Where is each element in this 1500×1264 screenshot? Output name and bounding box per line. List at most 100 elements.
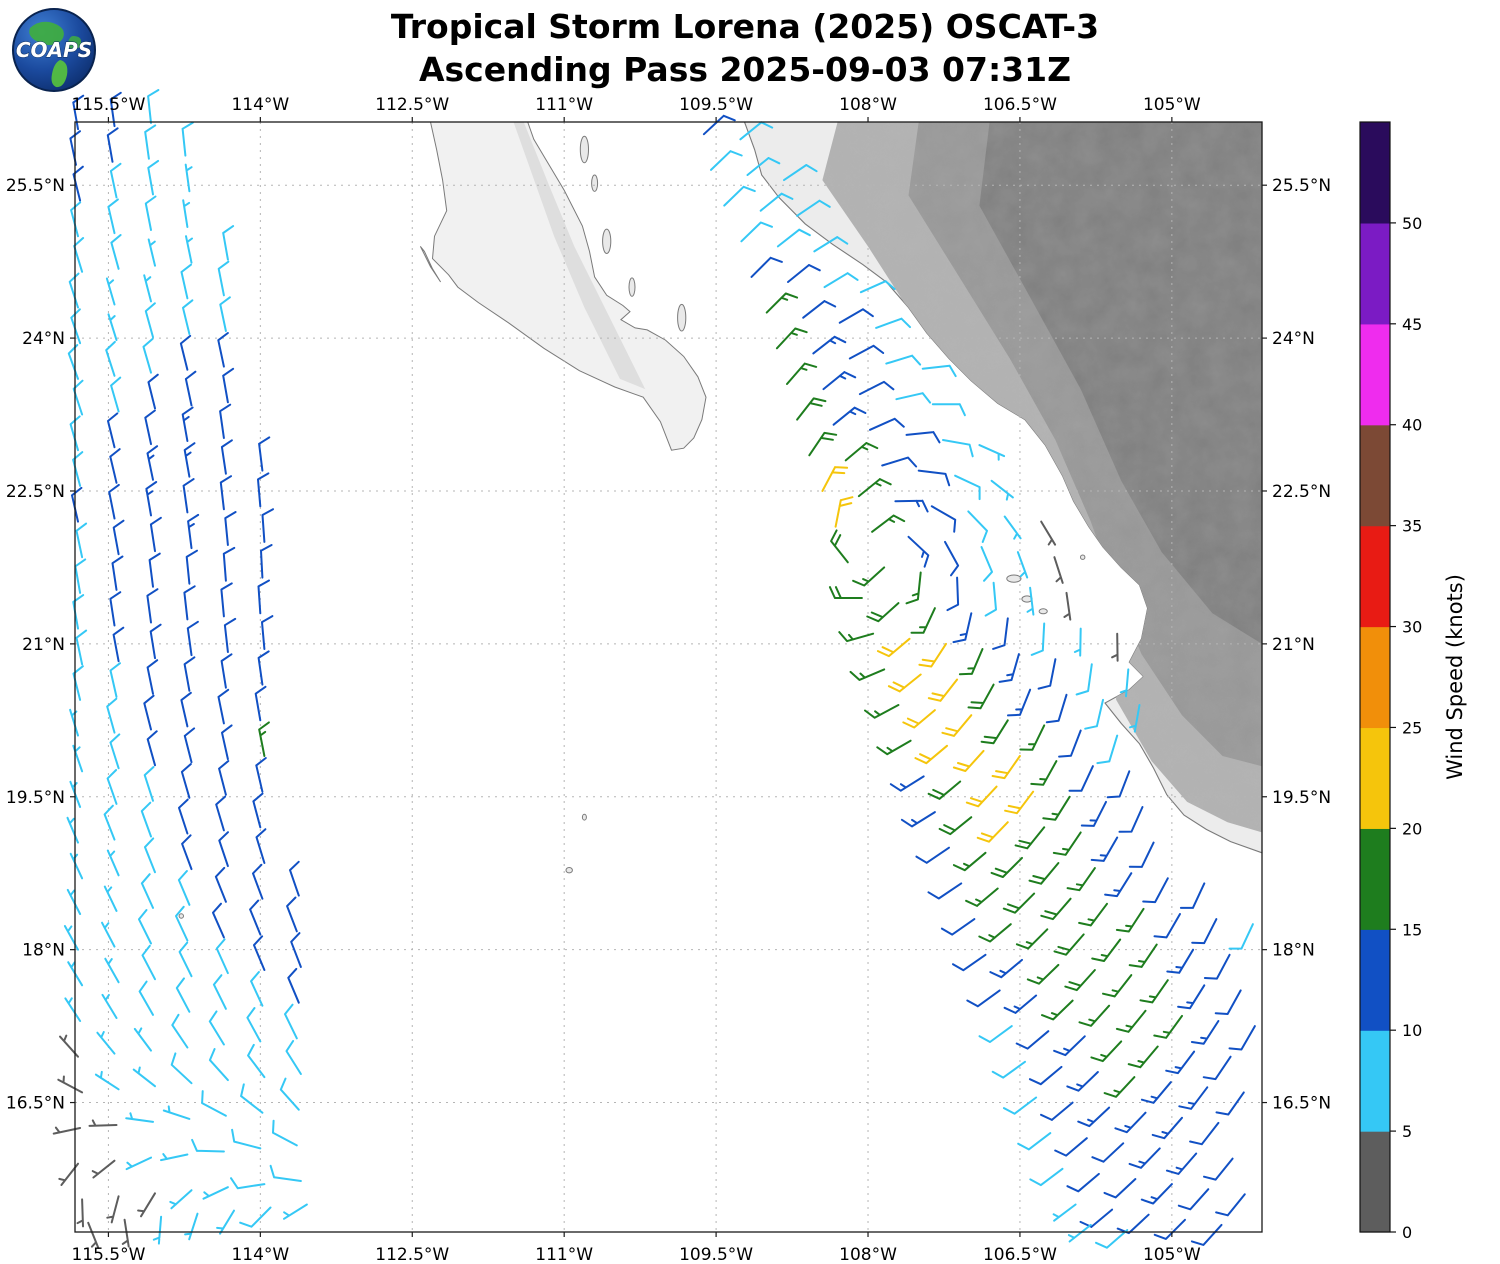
wind-barb [221, 724, 233, 761]
wind-barb [1037, 658, 1057, 690]
colorbar-bands [1360, 122, 1390, 1233]
wind-barb [858, 380, 895, 396]
wind-barb [146, 659, 159, 695]
wind-barb [1115, 1009, 1147, 1033]
wind-barb [108, 483, 120, 520]
wind-barb [1045, 693, 1068, 724]
wind-barb [1129, 704, 1141, 733]
colorbar-tick-label: 15 [1402, 920, 1422, 939]
wind-barb-map: 115.5°W 115.5°W 114°W 114°W 112.5°W 112.5°W 11… [6, 89, 1331, 1264]
wind-barb [111, 555, 124, 591]
wind-barb [218, 831, 229, 868]
wind-barb [967, 510, 988, 543]
lat-tick-label-left: 21°N [22, 635, 65, 655]
wind-barb [250, 971, 264, 1007]
wind-barb [1019, 724, 1046, 751]
wind-barb [121, 1218, 130, 1248]
wind-barb [1119, 668, 1130, 698]
wind-barb [110, 376, 122, 413]
wind-barb [930, 505, 957, 533]
island [602, 228, 612, 255]
wind-barb [182, 478, 195, 514]
wind-barb [252, 792, 264, 829]
wind-barb [64, 997, 82, 1022]
colorbar-band [1360, 828, 1390, 930]
wind-barb [746, 157, 781, 176]
wind-barb [75, 629, 88, 666]
wind-barb [808, 431, 838, 457]
wind-barb [231, 1128, 262, 1150]
wind-barb [1040, 1101, 1074, 1121]
colorbar-band [1360, 424, 1390, 527]
wind-barb [918, 642, 947, 668]
wind-barb [215, 938, 229, 975]
wind-barb [144, 837, 156, 874]
wind-barb [1007, 688, 1032, 717]
wind-barb [1202, 1055, 1232, 1081]
wind-barb [1095, 1229, 1129, 1249]
wind-barb [877, 637, 911, 658]
wind-barb [1064, 969, 1096, 992]
wind-barb [184, 370, 197, 407]
wind-barb [750, 256, 783, 278]
wind-barb [1102, 974, 1133, 998]
wind-barb [786, 362, 818, 385]
wind-barb [112, 626, 125, 663]
wind-barb [222, 546, 236, 582]
wind-barb [775, 327, 808, 350]
wind-barb [1228, 923, 1254, 950]
wind-barb [941, 714, 973, 737]
wind-barb [1153, 913, 1181, 939]
wind-barb [1178, 1086, 1209, 1110]
wind-barb [220, 582, 233, 618]
wind-barb [952, 749, 985, 772]
wind-barb [182, 199, 191, 228]
wind-barb [1215, 1091, 1245, 1116]
wind-barb [104, 957, 120, 984]
wind-barb [1140, 1081, 1172, 1104]
wind-barb [212, 902, 225, 939]
colorbar-tick-label: 45 [1402, 315, 1422, 334]
wind-barb [1054, 1137, 1088, 1157]
wind-barb [107, 412, 119, 449]
wind-barb [857, 478, 892, 498]
wind-barb [848, 344, 885, 360]
wind-barb [1090, 836, 1119, 862]
lat-tick-label-right: 21°N [1272, 635, 1315, 655]
wind-barb [96, 1031, 116, 1055]
wind-barb [57, 1075, 84, 1094]
lat-tick-label-right: 16.5°N [1272, 1094, 1331, 1114]
wind-barb [72, 94, 85, 131]
wind-barb [1066, 867, 1096, 892]
colorbar-tick-label: 30 [1402, 618, 1422, 637]
wind-barb [219, 403, 232, 439]
lat-tick-label-left: 24°N [22, 329, 65, 349]
island [565, 867, 573, 874]
wind-barb [1128, 1147, 1161, 1169]
wind-barb [144, 124, 157, 160]
wind-barb [255, 828, 267, 864]
east-swath-barbs [702, 114, 1256, 1249]
wind-barb [67, 344, 79, 380]
wind-barb [109, 591, 122, 627]
colorbar-border [1359, 121, 1391, 1233]
colorbar-tick-label: 20 [1402, 819, 1422, 838]
wind-barb [191, 1138, 225, 1153]
lon-tick-label-top: 109.5°W [679, 95, 753, 115]
wind-barb [984, 581, 997, 617]
wind-barb [171, 1013, 189, 1049]
wind-barb [230, 1177, 266, 1190]
wind-barb [109, 448, 121, 484]
wind-barb [1127, 1045, 1159, 1069]
wind-barb [143, 694, 155, 731]
wind-barb [144, 302, 156, 339]
wind-barb [183, 585, 196, 621]
wind-barb [1203, 1157, 1234, 1181]
wind-barb [1139, 979, 1169, 1004]
wind-barb [109, 733, 121, 770]
wind-barb [938, 816, 973, 836]
wind-barb [143, 766, 155, 802]
wind-barb [992, 617, 1009, 650]
lon-tick-label-bottom: 106.5°W [983, 1245, 1057, 1264]
